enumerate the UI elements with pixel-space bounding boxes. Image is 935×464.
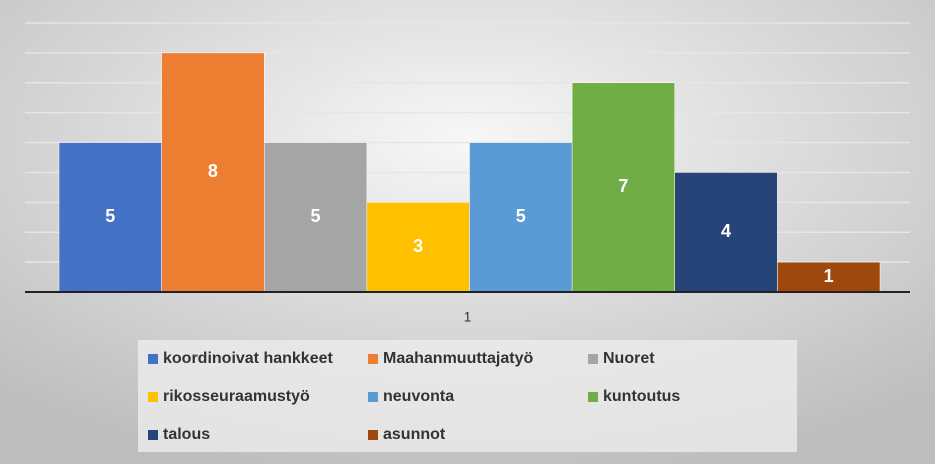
bar <box>264 142 368 293</box>
legend-swatch <box>368 354 378 364</box>
legend-label: kuntoutus <box>603 388 680 405</box>
data-label: 5 <box>516 206 526 226</box>
legend-label: rikosseuraamustyö <box>163 388 310 405</box>
data-label: 8 <box>208 161 218 181</box>
legend-label: talous <box>163 426 210 443</box>
legend-label: neuvonta <box>383 388 454 405</box>
legend-box <box>138 340 797 452</box>
legend-label: Nuoret <box>603 350 655 367</box>
x-tick-label: 1 <box>464 309 472 325</box>
data-label: 3 <box>413 236 423 256</box>
legend-label: Maahanmuuttajatyö <box>383 350 533 367</box>
bar <box>571 82 675 293</box>
legend-swatch <box>368 430 378 440</box>
legend-swatch <box>148 392 158 402</box>
data-label: 1 <box>824 266 834 286</box>
bar <box>58 142 162 293</box>
data-label: 7 <box>618 176 628 196</box>
data-label: 4 <box>721 221 731 241</box>
data-label: 5 <box>311 206 321 226</box>
legend-swatch <box>588 354 598 364</box>
bar <box>674 172 778 293</box>
legend-label: koordinoivat hankkeet <box>163 350 333 367</box>
data-label: 5 <box>105 206 115 226</box>
bar <box>366 202 470 293</box>
legend-swatch <box>148 354 158 364</box>
legend-swatch <box>148 430 158 440</box>
legend-swatch <box>368 392 378 402</box>
legend-label: asunnot <box>383 426 446 443</box>
legend-swatch <box>588 392 598 402</box>
bar <box>469 142 573 293</box>
